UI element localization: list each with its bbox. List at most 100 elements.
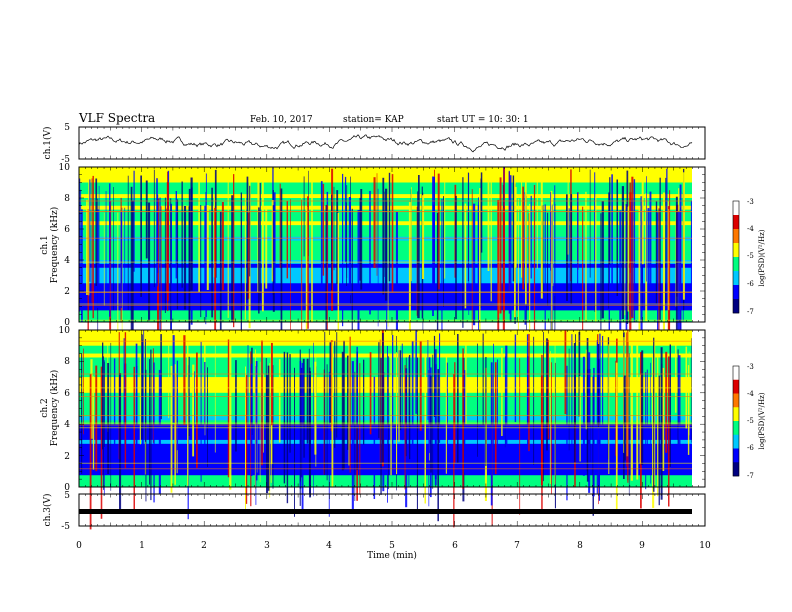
spectrogram-striation [462,348,464,490]
spectrogram-tone-line [79,387,692,389]
spectrogram-striation [436,212,439,362]
spectrogram-striation [231,195,234,323]
colorbar-step [733,379,739,394]
spectrogram-striation [249,185,251,277]
spectrogram-striation [160,206,162,332]
spectrogram-striation [153,169,155,288]
spectrogram-striation [113,187,114,311]
spectrogram-striation [384,191,385,277]
spectrogram-striation [183,335,186,425]
spectrogram-striation [626,332,627,467]
spectrogram-striation [446,362,448,474]
spectrogram-striation [322,183,325,276]
spectrogram-tone-line [79,396,692,397]
spectrogram-striation [245,375,248,504]
spectrogram-striation [214,207,217,354]
spectrogram-tone-line [79,261,692,263]
spectrogram-striation [357,209,360,337]
spectrogram-striation [107,363,110,474]
spectrogram-band [79,167,692,172]
spectrogram-striation [514,334,517,423]
spectrogram-band [79,337,692,343]
spectrogram-striation [445,355,448,474]
spectrogram-striation [159,197,161,342]
spectrogram-striation [347,355,350,450]
spectrogram-striation [132,200,134,332]
spectrogram-striation [271,200,274,282]
spectrogram-striation [410,189,412,307]
spectrogram-tone-line [79,211,692,213]
spectrogram-striation [550,190,553,338]
spectrogram-striation [283,351,286,484]
spectrogram-striation [341,351,344,471]
spectrogram-striation [424,356,426,504]
spectrogram-striation [326,204,328,346]
ch2-freq-ytick-2: 2 [64,452,70,462]
ch1-spectrogram-image [79,167,705,362]
spectrogram-striation [89,179,91,282]
spectrogram-striation [176,199,179,310]
spectrogram-band [79,467,692,472]
spectrogram-striation [266,375,269,494]
ch2-cb-tick-m4: -4 [747,390,754,398]
spectrogram-band [79,353,692,358]
spectrogram-striation [227,339,230,478]
spectrogram-striation [568,348,570,451]
spectrogram-striation [408,202,411,357]
colorbar-step [733,215,739,230]
spectrogram-striation [272,365,274,489]
spectrogram-striation [416,357,418,513]
xtick-4: 4 [326,541,332,551]
spectrogram-striation [133,366,135,511]
spectrogram-striation [615,362,618,512]
spectrogram-striation [608,344,610,474]
spectrogram-striation [471,189,473,333]
colorbar-step [733,366,739,381]
spectrogram-striation [422,195,425,279]
spectrogram-striation [415,330,417,414]
spectrogram-striation [145,369,147,502]
spectrogram-tone-line [79,424,692,426]
spectrogram-striation [427,340,429,420]
spectrogram-tone-line [79,415,692,416]
spectrogram-striation [333,186,335,271]
spectrogram-striation [525,180,527,305]
spectrogram-band [79,471,692,476]
spectrogram-striation [139,357,141,445]
colorbar-step [733,257,739,272]
spectrogram-striation [432,176,434,316]
ch1-cb-tick-m5: -5 [747,252,754,260]
spectrogram-striation [255,361,258,481]
spectrogram-striation [419,341,422,431]
spectrogram-striation [533,185,536,333]
spectrogram-striation [156,178,158,287]
spectrogram-striation [343,340,345,470]
spectrogram-striation [369,352,372,435]
spectrogram-striation [348,338,350,466]
spectrogram-striation [81,353,83,474]
spectrogram-band [79,174,692,180]
spectrogram-striation [549,351,551,484]
spectrogram-striation [550,211,552,352]
spectrogram-striation [158,369,161,494]
spectrogram-striation [655,201,658,304]
spectrogram-striation [437,173,440,290]
spectrogram-striation [387,346,388,503]
spectrogram-striation [514,180,516,318]
spectrogram-striation [336,332,338,438]
spectrogram-striation [336,190,339,285]
spectrogram-striation [164,197,166,313]
spectrogram-striation [273,192,276,292]
spectrogram-striation [633,179,636,322]
spectrogram-striation [601,201,604,319]
xtick-1: 1 [139,541,145,551]
ch2-colorbar: -3 -4 -5 -6 -7 log(PSD)(V²/Hz) [732,363,766,480]
spectrogram-striation [229,339,232,490]
spectrogram-striation [437,369,439,522]
spectrogram-striation [378,342,380,439]
spectrogram-striation [334,340,336,448]
ch2-channel-label: ch.2 [40,398,50,417]
spectrogram-striation [337,213,340,338]
spectrogram-striation [328,371,330,517]
spectrogram-striation [641,350,644,466]
